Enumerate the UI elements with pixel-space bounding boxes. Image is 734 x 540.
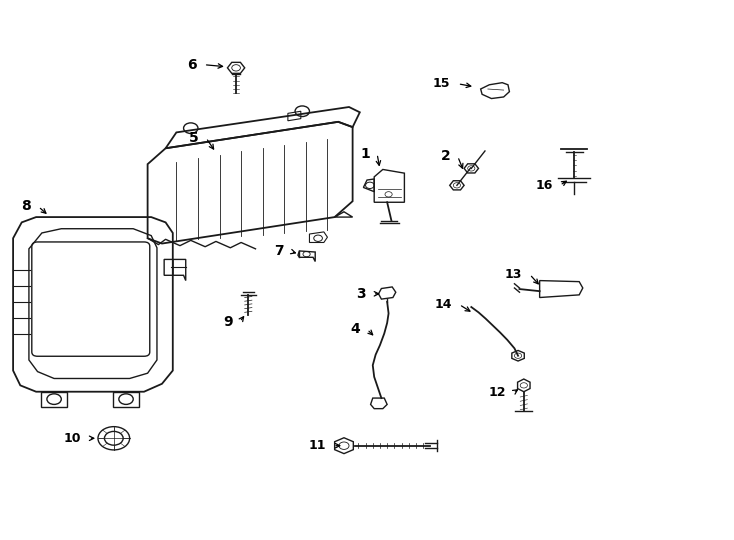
Text: 8: 8: [21, 199, 31, 213]
Text: 16: 16: [535, 179, 553, 192]
Text: 7: 7: [274, 245, 283, 259]
Text: 12: 12: [488, 386, 506, 399]
Text: 3: 3: [356, 287, 366, 301]
Text: 6: 6: [187, 58, 197, 72]
Text: 15: 15: [433, 77, 451, 90]
Text: 11: 11: [308, 439, 326, 452]
Text: 9: 9: [223, 315, 233, 329]
Text: 1: 1: [360, 146, 370, 160]
Text: 14: 14: [435, 298, 452, 311]
Text: 10: 10: [64, 432, 81, 445]
Text: 4: 4: [350, 322, 360, 336]
Text: 13: 13: [505, 268, 523, 281]
Text: 2: 2: [440, 149, 451, 163]
Text: 5: 5: [189, 131, 199, 145]
